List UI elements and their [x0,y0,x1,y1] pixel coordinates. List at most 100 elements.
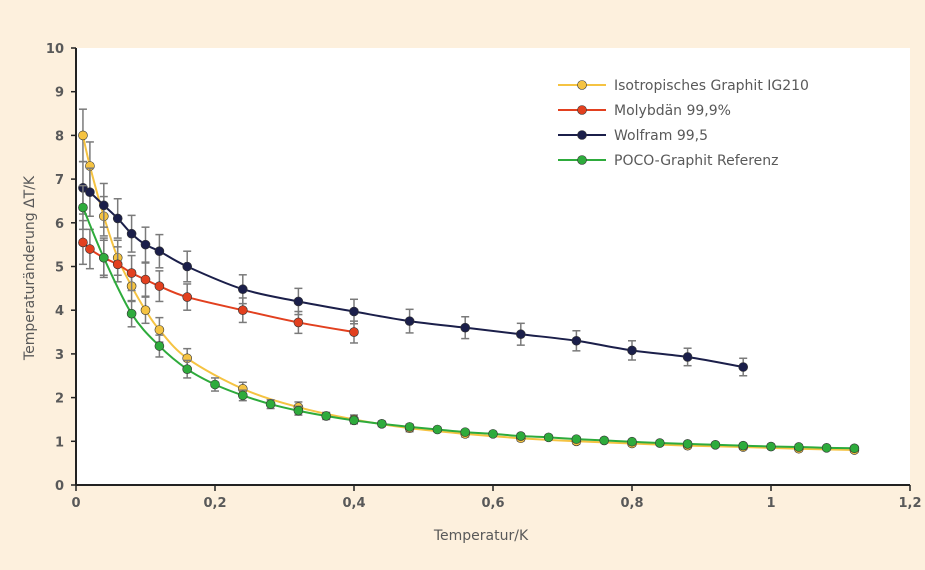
data-point [85,244,95,254]
legend-swatch-marker [577,80,587,90]
series-line [82,186,744,368]
data-point [210,379,220,390]
data-point [293,317,304,328]
data-point [793,442,804,452]
data-point [738,362,749,372]
tick-layer: 0 0,2 0,4 0,6 0,8 1 1,2 0 1 2 3 4 5 6 7 8 9 10 [46,42,922,511]
data-point [543,432,554,443]
data-point [515,431,526,441]
y-tick-label: 5 [55,261,64,276]
data-point [154,246,165,257]
data-point [627,345,637,356]
data-point [238,390,248,401]
data-point [154,281,165,291]
data-point [571,335,582,346]
data-point [349,306,359,317]
data-point [349,327,359,337]
legend-swatch-marker [577,105,587,115]
data-point [99,252,109,263]
legend-label: Wolfram 99,5 [614,128,708,144]
data-point [238,284,248,295]
legend-item: Molybdän 99,9% [558,103,731,119]
y-tick-label: 3 [55,348,64,363]
x-tick-label: 0,4 [342,496,365,511]
data-point [99,200,109,211]
data-point [182,364,192,374]
data-point [293,405,304,416]
data-point [126,228,137,239]
data-point [654,438,665,448]
series-2 [78,160,749,377]
legend-label: Isotropisches Graphit IG210 [614,78,809,94]
y-tick-label: 1 [55,435,64,450]
x-axis-title: Temperatur/K [433,528,529,544]
y-tick-label: 0 [55,479,64,494]
series-line [81,135,855,452]
data-point [293,296,304,307]
data-point [126,308,137,319]
series-3 [78,184,860,454]
data-point [112,213,123,224]
legend-swatch-marker [577,130,587,140]
legend-item: POCO-Graphit Referenz [558,153,779,169]
data-point [599,435,610,446]
data-point [460,322,471,333]
data-point [571,434,582,444]
y-tick-label: 10 [46,42,64,57]
x-tick-label: 0,8 [620,496,643,511]
data-point [85,187,95,198]
plot-area [76,48,910,485]
data-point [265,399,276,409]
data-point [404,422,415,432]
data-point [154,325,165,335]
data-point [349,415,359,426]
y-tick-label: 7 [55,173,64,188]
data-point [404,316,415,326]
series-layer [78,108,860,455]
data-point [78,202,88,213]
data-point [488,429,498,439]
data-point [682,352,693,362]
data-point [682,439,693,449]
x-tick-label: 1,2 [898,496,921,511]
x-tick-label: 1 [766,496,775,511]
legend-item: Wolfram 99,5 [558,128,708,144]
data-point [182,261,192,272]
x-tick-label: 0,2 [203,496,226,511]
data-point [432,424,443,435]
y-axis-title: Temperaturänderung ΔT/K [22,175,38,361]
x-tick-label: 0,6 [481,496,504,511]
data-point [78,237,88,248]
y-tick-label: 4 [55,304,64,319]
data-point [112,259,123,270]
series-1 [78,219,359,344]
x-tick-label: 0 [71,496,80,511]
data-point [238,305,248,316]
data-point [140,305,151,316]
data-point [460,427,471,437]
data-point [627,436,637,447]
y-tick-label: 6 [55,217,64,232]
series-line [82,241,355,334]
legend-item: Isotropisches Graphit IG210 [558,78,809,94]
data-point [140,274,151,285]
legend: Isotropisches Graphit IG210 Molybdän 99,9… [558,78,809,169]
data-point [515,329,526,340]
axes-layer [75,48,910,486]
data-point [376,419,387,429]
data-point [154,341,165,351]
data-point [849,443,860,454]
data-point [126,268,137,278]
data-point [738,440,749,451]
data-point [821,443,832,453]
y-tick-label: 8 [55,129,64,144]
data-point [321,411,332,421]
data-point [78,130,88,141]
legend-swatch-marker [577,155,587,165]
data-point [140,239,151,250]
y-tick-label: 9 [55,86,64,101]
data-point [766,441,776,452]
legend-label: POCO-Graphit Referenz [614,153,779,169]
data-point [182,292,192,302]
